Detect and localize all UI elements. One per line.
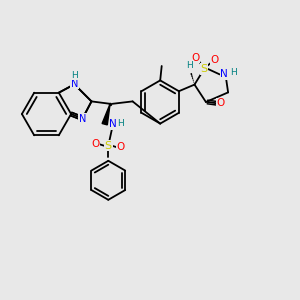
Text: S: S: [105, 141, 112, 151]
Text: H: H: [186, 61, 193, 70]
Text: H: H: [71, 71, 78, 80]
Text: H: H: [230, 68, 237, 77]
Text: S: S: [200, 64, 208, 74]
Text: O: O: [117, 142, 125, 152]
Text: N: N: [71, 79, 78, 89]
Text: O: O: [192, 52, 200, 63]
Text: N: N: [109, 119, 117, 130]
Text: O: O: [217, 98, 225, 109]
Text: H: H: [117, 119, 124, 128]
Text: O: O: [211, 55, 219, 65]
Polygon shape: [102, 104, 110, 125]
Text: N: N: [79, 113, 86, 124]
Text: O: O: [92, 139, 100, 149]
Text: N: N: [220, 69, 228, 79]
